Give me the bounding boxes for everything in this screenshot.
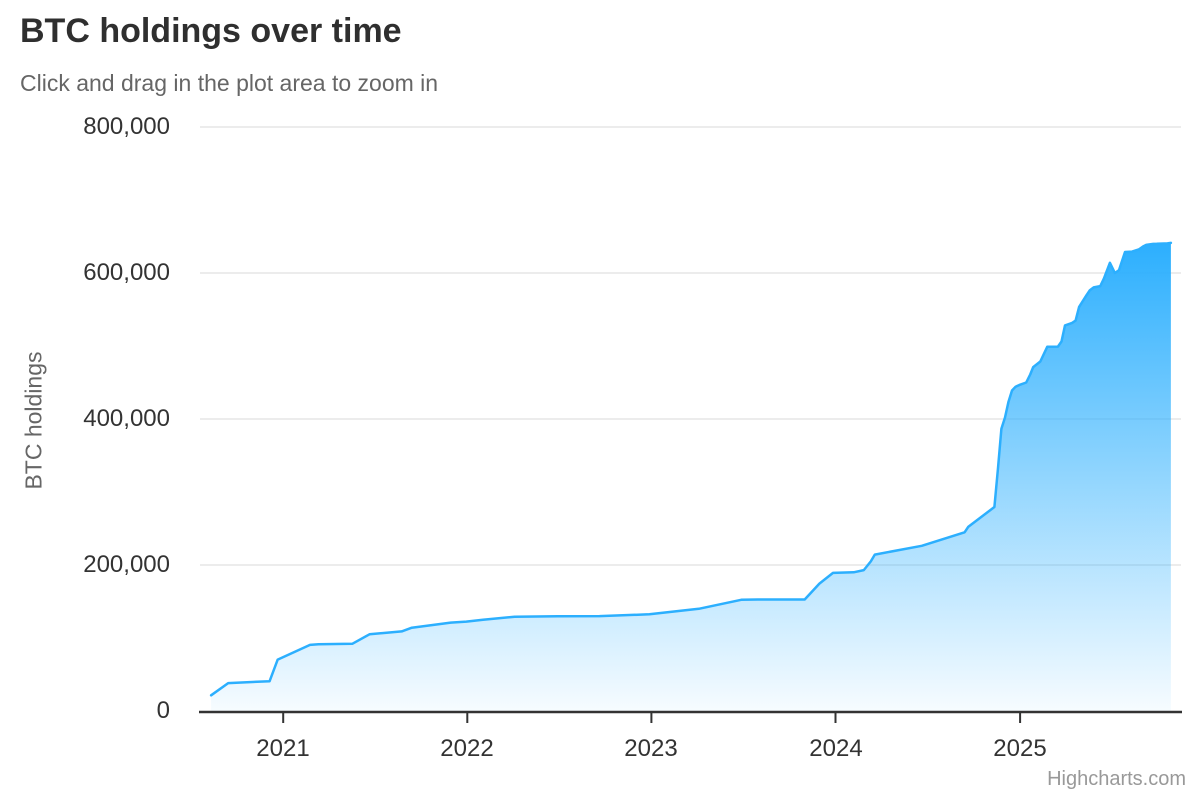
x-axis-label: 2024 [809, 735, 863, 762]
credits-link[interactable]: Highcharts.com [1047, 768, 1186, 790]
chart-subtitle: Click and drag in the plot area to zoom … [20, 70, 439, 96]
x-axis-label: 2025 [993, 735, 1047, 762]
x-axis-label: 2021 [256, 735, 310, 762]
area-series [211, 242, 1171, 711]
y-axis-label: 600,000 [83, 259, 170, 286]
y-axis-label: 0 [156, 697, 170, 724]
line-series [209, 241, 1173, 697]
y-axis-label: 400,000 [83, 405, 170, 432]
y-axis-label: 200,000 [83, 551, 170, 578]
x-axis [199, 710, 1182, 723]
x-axis-label: 2023 [624, 735, 678, 762]
x-axis-label: 2022 [440, 735, 494, 762]
y-axis-label: 800,000 [83, 113, 170, 140]
chart-title: BTC holdings over time [20, 12, 402, 50]
